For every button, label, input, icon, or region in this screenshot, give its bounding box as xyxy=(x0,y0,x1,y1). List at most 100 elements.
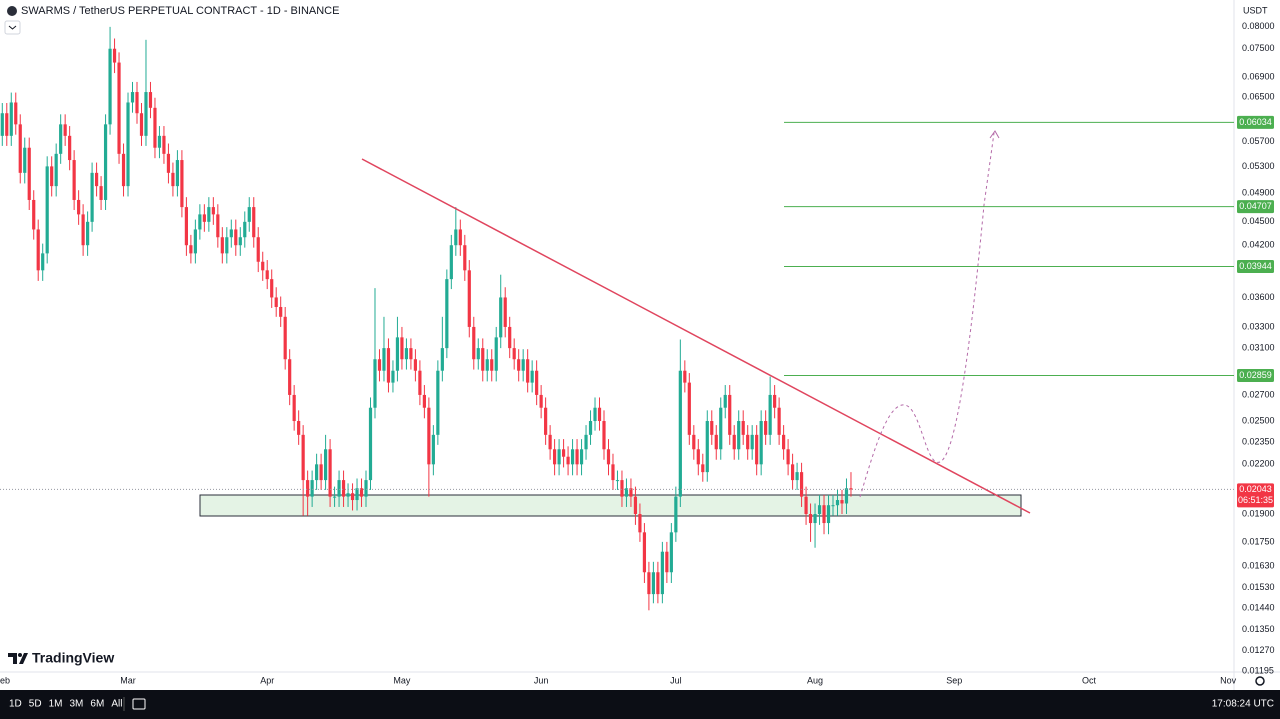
candle-body xyxy=(211,207,215,215)
candle-body xyxy=(306,480,310,497)
candle-body xyxy=(840,500,844,504)
settings-icon[interactable] xyxy=(1255,676,1265,686)
candle-body xyxy=(553,449,557,465)
x-tick-label: Sep xyxy=(946,675,962,685)
candle-body xyxy=(602,421,606,450)
candle-body xyxy=(467,270,471,327)
bottom-toolbar xyxy=(0,690,1280,719)
chevron xyxy=(8,25,17,30)
candle-body xyxy=(355,488,359,501)
candle-body xyxy=(651,572,655,595)
countdown: 06:51:35 xyxy=(1238,495,1273,505)
candle-body xyxy=(593,407,597,422)
y-tick-label: 0.02500 xyxy=(1242,415,1275,425)
range-button[interactable]: 1M xyxy=(49,699,63,710)
currency[interactable]: USDT xyxy=(1243,5,1268,15)
candle-body xyxy=(561,449,566,457)
level-label: 0.04707 xyxy=(1239,201,1272,211)
candle-body xyxy=(741,421,745,435)
candle-body xyxy=(364,480,368,497)
candle-body xyxy=(81,214,85,246)
candle-body xyxy=(270,279,274,298)
candle-body xyxy=(737,421,741,450)
candle-body xyxy=(611,464,615,481)
candle-body xyxy=(817,505,822,515)
candle-body xyxy=(310,480,314,497)
candles xyxy=(0,26,853,611)
candle-body xyxy=(597,407,602,422)
candle-body xyxy=(458,229,462,246)
calendar-icon[interactable] xyxy=(132,698,146,710)
candle-body xyxy=(436,370,440,435)
candle-body xyxy=(696,449,700,465)
candle-body xyxy=(521,359,525,371)
candle-body xyxy=(41,253,45,271)
collapse-button[interactable] xyxy=(4,20,21,35)
candle-body xyxy=(198,214,202,230)
candle-body xyxy=(157,135,162,148)
x-tick-label: Mar xyxy=(120,675,136,685)
support-zone[interactable] xyxy=(199,494,1022,517)
range-button[interactable]: All xyxy=(111,699,122,710)
last-price-box xyxy=(1237,483,1274,508)
candle-body xyxy=(687,382,691,435)
candle-body xyxy=(202,214,206,222)
candle-body xyxy=(427,407,431,465)
candle-body xyxy=(23,147,27,173)
candle-body xyxy=(633,496,638,515)
candle-body xyxy=(94,172,99,187)
candle-body xyxy=(252,207,256,238)
candle-body xyxy=(0,113,4,136)
candle-body xyxy=(454,229,458,246)
candle-body xyxy=(508,326,512,349)
candle-body xyxy=(332,496,337,498)
y-tick-label: 0.01440 xyxy=(1242,602,1275,612)
trendline[interactable] xyxy=(361,158,1031,514)
candle-body xyxy=(517,359,521,371)
candle-body xyxy=(490,359,494,371)
candle-body xyxy=(45,166,49,254)
projection-path[interactable] xyxy=(859,132,995,498)
y-tick-label: 0.04500 xyxy=(1242,216,1275,226)
candle-body xyxy=(382,348,386,371)
x-tick-label: Nov xyxy=(1220,675,1237,685)
candle-body xyxy=(279,306,283,317)
y-tick-label: 0.06500 xyxy=(1242,92,1275,102)
candle-body xyxy=(153,107,157,148)
y-tick-label: 0.05700 xyxy=(1242,136,1275,146)
y-tick-label: 0.01630 xyxy=(1242,560,1275,570)
range-button[interactable]: 6M xyxy=(90,699,104,710)
candle-body xyxy=(642,532,647,573)
candle-body xyxy=(261,261,265,271)
candle-body xyxy=(166,153,171,173)
range-button[interactable]: 5D xyxy=(29,699,42,710)
level-label-box xyxy=(1237,260,1274,274)
clock: 17:08:24 UTC xyxy=(1212,699,1274,710)
candle-body xyxy=(171,172,175,187)
symbol-title[interactable]: SWARMS / TetherUS PERPETUAL CONTRACT - 1… xyxy=(21,5,339,17)
last-price-label: 0.02043 xyxy=(1239,484,1272,494)
level-label: 0.02859 xyxy=(1239,370,1272,380)
candle-body xyxy=(337,480,341,497)
range-button[interactable]: 3M xyxy=(70,699,84,710)
candle-body xyxy=(494,337,498,371)
candle-body xyxy=(9,102,13,136)
candle-body xyxy=(606,449,611,465)
candle-body xyxy=(431,434,435,465)
candle-body xyxy=(108,48,112,125)
candle-body xyxy=(463,245,467,271)
level-label-box xyxy=(1237,369,1274,383)
candle-body xyxy=(328,449,332,497)
range-button[interactable]: 1D xyxy=(9,699,22,710)
candle-body xyxy=(189,245,193,254)
candle-body xyxy=(503,297,507,327)
candle-body xyxy=(148,92,153,108)
candle-body xyxy=(274,297,278,307)
candle-body xyxy=(808,514,813,524)
logo[interactable]: TradingView xyxy=(32,650,114,666)
candle-body xyxy=(216,214,220,238)
candle-body xyxy=(18,124,22,173)
candle-body xyxy=(624,488,629,497)
candle-body xyxy=(283,316,287,360)
